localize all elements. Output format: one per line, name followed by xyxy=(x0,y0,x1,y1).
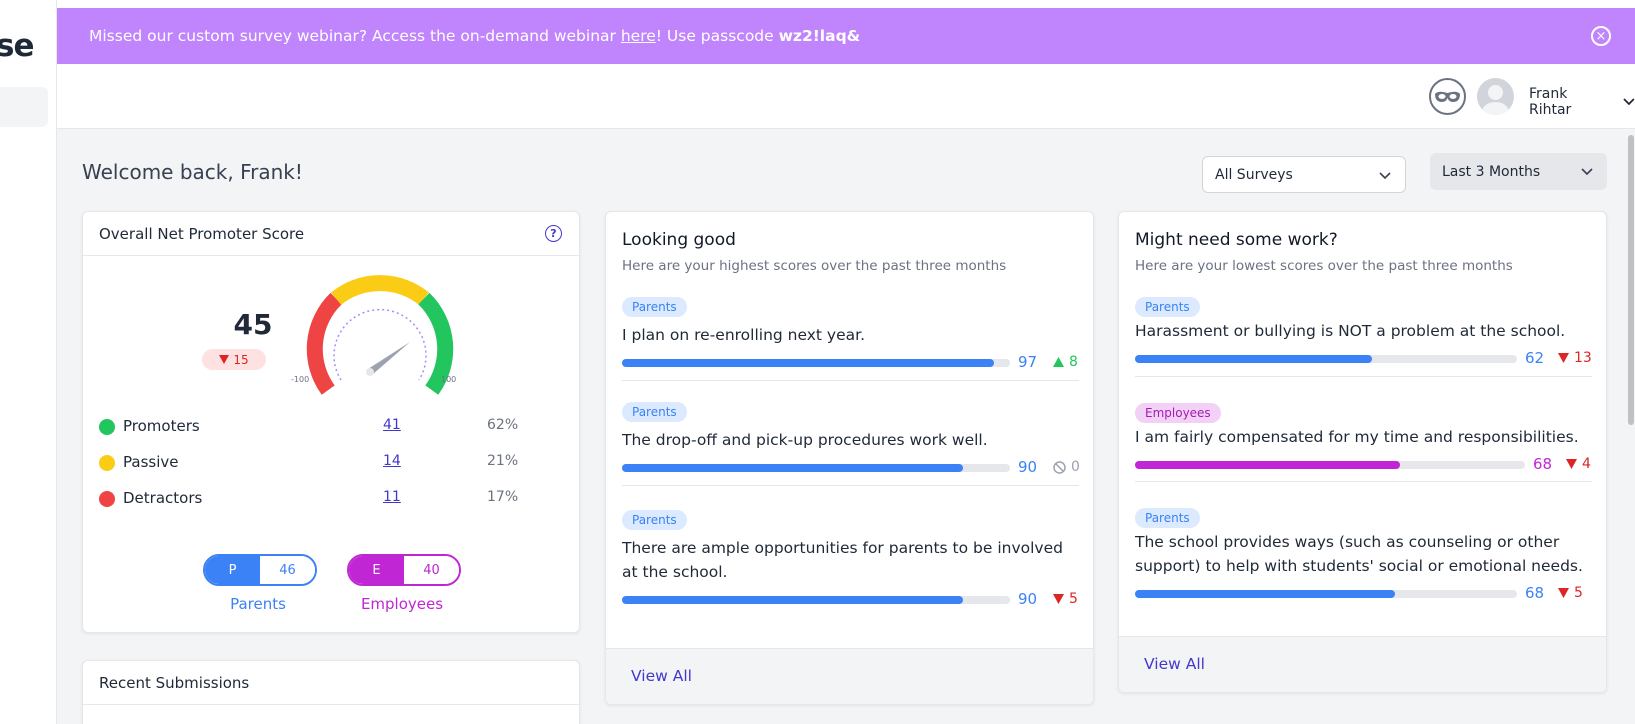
question-text: The drop-off and pick-up procedures work… xyxy=(622,431,988,449)
legend-detractors: Detractors 11 17% xyxy=(99,486,569,512)
employees-score-pill[interactable]: E 40 xyxy=(347,554,461,586)
help-icon[interactable]: ? xyxy=(545,225,562,242)
employees-label: Employees xyxy=(360,595,444,613)
audience-tag: Parents xyxy=(622,510,687,530)
view-all-highest-link[interactable]: View All xyxy=(631,667,692,685)
score-value: 90 xyxy=(1018,590,1038,608)
score-value: 68 xyxy=(1533,455,1553,473)
lowest-scores-card: Might need some work? Here are your lowe… xyxy=(1118,211,1607,693)
user-name: Frank Rihtar xyxy=(1529,86,1572,118)
chevron-down-icon xyxy=(1623,98,1635,106)
view-all-lowest-link[interactable]: View All xyxy=(1144,655,1205,673)
detractors-count-link[interactable]: 11 xyxy=(383,489,401,505)
close-icon[interactable]: × xyxy=(1591,26,1611,46)
score-change: 8 xyxy=(1053,354,1078,370)
audience-tag: Parents xyxy=(622,297,687,317)
highest-scores-title: Looking good xyxy=(622,230,736,250)
promoters-count-link[interactable]: 41 xyxy=(383,417,401,433)
scrollbar[interactable] xyxy=(1627,130,1635,724)
score-bar xyxy=(1135,461,1525,469)
highest-scores-subtitle: Here are your highest scores over the pa… xyxy=(622,258,1007,274)
gauge-min-label: -100 xyxy=(291,375,310,384)
score-value: 62 xyxy=(1525,349,1545,367)
parents-score-pill[interactable]: P 46 xyxy=(203,554,317,586)
nps-card: Overall Net Promoter Score ? 45 15 -100 … xyxy=(82,211,580,633)
list-item[interactable]: Parents The drop-off and pick-up procedu… xyxy=(622,401,1080,478)
webinar-banner: Missed our custom survey webinar? Access… xyxy=(57,8,1635,64)
score-value: 90 xyxy=(1018,458,1038,476)
score-bar xyxy=(622,359,1010,367)
nps-gauge xyxy=(306,275,454,395)
question-text: I plan on re-enrolling next year. xyxy=(622,326,866,344)
legend-promoters: Promoters 41 62% xyxy=(99,414,569,440)
impersonate-mask-icon[interactable] xyxy=(1429,78,1466,115)
recent-submissions-card: Recent Submissions xyxy=(82,660,580,724)
list-item[interactable]: Parents The school provides ways (such a… xyxy=(1135,507,1592,604)
period-select[interactable]: Last 3 Months xyxy=(1430,153,1607,190)
triangle-up-icon xyxy=(1053,357,1064,367)
score-bar xyxy=(622,596,1010,604)
brand-logo[interactable]: se xyxy=(0,28,34,64)
no-change-icon xyxy=(1053,460,1066,474)
view-all-footer: View All xyxy=(1119,636,1606,692)
triangle-down-icon xyxy=(1053,594,1064,604)
webinar-link[interactable]: here xyxy=(620,27,656,45)
highest-scores-card: Looking good Here are your highest score… xyxy=(605,211,1094,705)
sidebar-item-active[interactable] xyxy=(0,87,48,127)
user-menu[interactable]: Frank Rihtar xyxy=(1529,86,1635,118)
view-all-footer: View All xyxy=(606,648,1093,704)
chevron-down-icon xyxy=(1379,172,1391,180)
list-item[interactable]: Parents Harassment or bullying is NOT a … xyxy=(1135,296,1592,369)
recent-submissions-title: Recent Submissions xyxy=(99,673,250,692)
audience-tag: Parents xyxy=(1135,508,1200,528)
survey-select[interactable]: All Surveys xyxy=(1202,156,1406,193)
triangle-down-icon xyxy=(1558,588,1569,598)
triangle-down-icon xyxy=(219,355,230,364)
passive-count-link[interactable]: 14 xyxy=(383,453,401,469)
gauge-max-label: 100 xyxy=(441,375,457,384)
question-text: The school provides ways (such as counse… xyxy=(1135,533,1583,575)
question-text: I am fairly compensated for my time and … xyxy=(1135,428,1579,446)
nps-card-title: Overall Net Promoter Score xyxy=(99,224,305,243)
banner-text: Missed our custom survey webinar? Access… xyxy=(89,27,861,45)
question-text: Harassment or bullying is NOT a problem … xyxy=(1135,322,1566,340)
score-bar xyxy=(1135,355,1517,363)
lowest-scores-title: Might need some work? xyxy=(1135,230,1338,250)
audience-tag: Parents xyxy=(1135,297,1200,317)
score-change: 4 xyxy=(1566,456,1591,472)
sidebar: se xyxy=(0,0,57,724)
audience-tag: Employees xyxy=(1135,403,1221,423)
score-change: 13 xyxy=(1558,350,1592,366)
page-title: Welcome back, Frank! xyxy=(82,160,303,184)
nps-delta-badge: 15 xyxy=(202,349,266,370)
legend-passive: Passive 14 21% xyxy=(99,450,569,476)
list-item[interactable]: Employees I am fairly compensated for my… xyxy=(1135,402,1592,475)
score-value: 97 xyxy=(1018,353,1038,371)
nps-score: 45 xyxy=(233,308,273,341)
score-change: 0 xyxy=(1053,459,1080,475)
chevron-down-icon xyxy=(1581,168,1593,176)
score-value: 68 xyxy=(1525,584,1545,602)
score-bar xyxy=(622,464,1010,472)
top-strip xyxy=(57,0,1635,8)
parents-label: Parents xyxy=(230,595,286,613)
survey-select-value: All Surveys xyxy=(1215,166,1293,183)
avatar[interactable] xyxy=(1477,78,1514,115)
score-change: 5 xyxy=(1053,591,1078,607)
audience-tag: Parents xyxy=(622,402,687,422)
list-item[interactable]: Parents There are ample opportunities fo… xyxy=(622,509,1079,610)
top-header: Frank Rihtar xyxy=(57,64,1635,129)
passcode: wz2!laq& xyxy=(778,27,861,45)
score-change: 5 xyxy=(1558,585,1583,601)
question-text: There are ample opportunities for parent… xyxy=(622,539,1063,581)
score-bar xyxy=(1135,590,1517,598)
lowest-scores-subtitle: Here are your lowest scores over the pas… xyxy=(1135,258,1513,274)
triangle-down-icon xyxy=(1566,459,1577,469)
triangle-down-icon xyxy=(1558,353,1569,363)
list-item[interactable]: Parents I plan on re-enrolling next year… xyxy=(622,296,1079,373)
period-select-value: Last 3 Months xyxy=(1442,163,1541,180)
